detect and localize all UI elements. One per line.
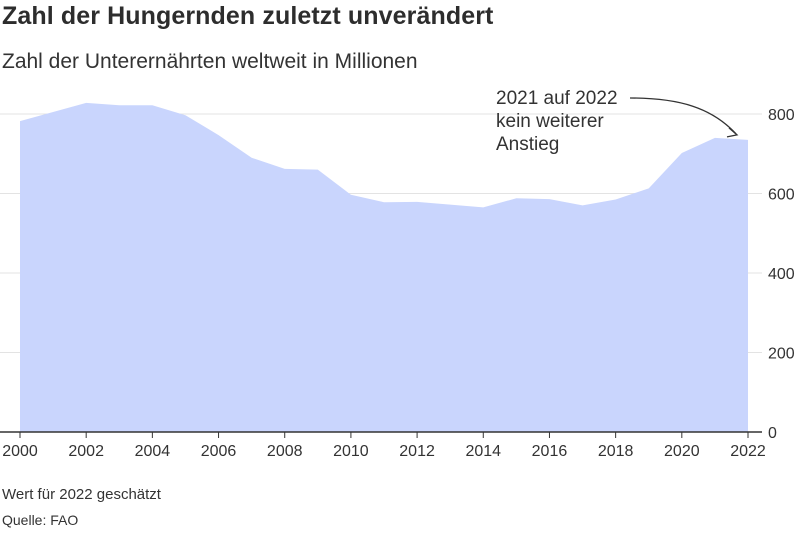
x-tick-label-2000: 2000 (2, 443, 38, 460)
y-tick-label-200: 200 (768, 346, 795, 363)
area-undernourished (20, 102, 748, 433)
x-tick-label-2010: 2010 (333, 443, 369, 460)
x-tick-label-2006: 2006 (201, 443, 237, 460)
annotation-arrowhead (726, 127, 739, 138)
x-tick-label-2020: 2020 (664, 443, 700, 460)
annotation-line-1: 2021 auf 2022 (496, 88, 618, 109)
y-tick-label-0: 0 (768, 425, 777, 442)
x-tick-label-2008: 2008 (267, 443, 303, 460)
y-axis-labels: 0 200 400 600 800 (768, 107, 795, 442)
y-tick-label-400: 400 (768, 266, 795, 283)
x-tick-label-2012: 2012 (399, 443, 435, 460)
x-tick-label-2014: 2014 (465, 443, 501, 460)
y-tick-label-800: 800 (768, 107, 795, 124)
x-tick-label-2002: 2002 (68, 443, 104, 460)
annotation-line-3: Anstieg (496, 134, 559, 155)
annotation-line-2: kein weiterer (496, 111, 604, 132)
x-tick-label-2018: 2018 (598, 443, 634, 460)
area-series (20, 102, 748, 433)
y-tick-label-600: 600 (768, 187, 795, 204)
x-tick-label-2016: 2016 (532, 443, 568, 460)
footnote-estimate: Wert für 2022 geschätzt (2, 486, 161, 503)
chart-subtitle: Zahl der Unterernährten weltweit in Mill… (2, 50, 418, 73)
x-tick-label-2022: 2022 (730, 443, 766, 460)
x-tick-label-2004: 2004 (135, 443, 171, 460)
x-axis-labels: 2000 2002 2004 2006 2008 2010 2012 2014 2016 2018… (2, 443, 766, 460)
x-axis (0, 431, 762, 438)
annotation-arrow (629, 97, 737, 135)
source-note: Quelle: FAO (2, 512, 79, 528)
chart-title: Zahl der Hungernden zuletzt unverändert (2, 2, 494, 30)
